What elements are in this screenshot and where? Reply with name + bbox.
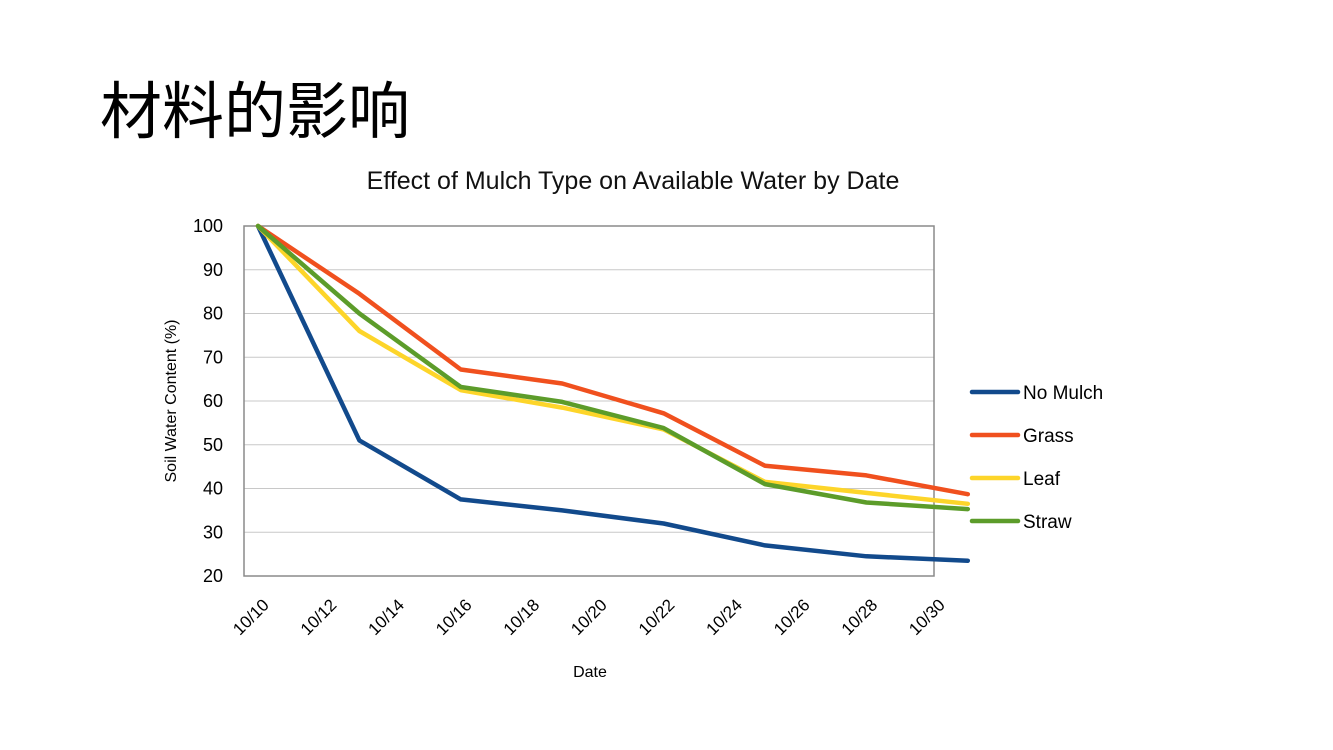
x-tick-label: 10/26 [770,595,814,639]
x-tick-label: 10/10 [229,595,273,639]
legend-label: Grass [1023,426,1074,447]
legend: No Mulch Grass Leaf Straw [969,383,1103,533]
x-tick-label: 10/12 [297,595,341,639]
chart-title: Effect of Mulch Type on Available Water … [367,167,900,195]
x-tick-label: 10/14 [365,595,409,639]
grid-lines [244,225,934,533]
x-tick-label: 10/18 [500,595,544,639]
x-tick-label: 10/24 [703,595,747,639]
y-tick-label: 30 [203,522,223,542]
x-tick-label: 10/20 [567,595,611,639]
y-tick-label: 100 [193,216,223,236]
y-tick-label: 90 [203,260,223,280]
legend-label: No Mulch [1023,383,1103,404]
x-tick-label: 10/28 [838,595,882,639]
y-axis-ticks: 100 90 80 70 60 50 40 30 20 [193,216,223,586]
legend-label: Leaf [1023,469,1061,490]
x-tick-label: 10/22 [635,595,679,639]
series-line-no-mulch [255,223,971,563]
x-tick-label: 10/30 [905,595,949,639]
legend-label: Straw [1023,512,1072,533]
series-line-straw [255,223,971,512]
y-tick-label: 60 [203,391,223,411]
x-axis-ticks: 10/10 10/12 10/14 10/16 10/18 10/20 10/22 10/24… [229,595,949,639]
y-axis-label: Soil Water Content (%) [163,319,180,482]
series-lines [255,223,971,563]
plot-frame [243,225,935,577]
y-tick-label: 40 [203,479,223,499]
y-tick-label: 70 [203,347,223,367]
y-tick-label: 20 [203,566,223,586]
x-axis-label: Date [573,664,607,681]
series-line-leaf [255,223,971,507]
series-line-grass [255,223,971,497]
x-tick-label: 10/16 [432,595,476,639]
y-tick-label: 80 [203,304,223,324]
y-tick-label: 50 [203,435,223,455]
slide-title: 材料的影响 [100,75,411,148]
